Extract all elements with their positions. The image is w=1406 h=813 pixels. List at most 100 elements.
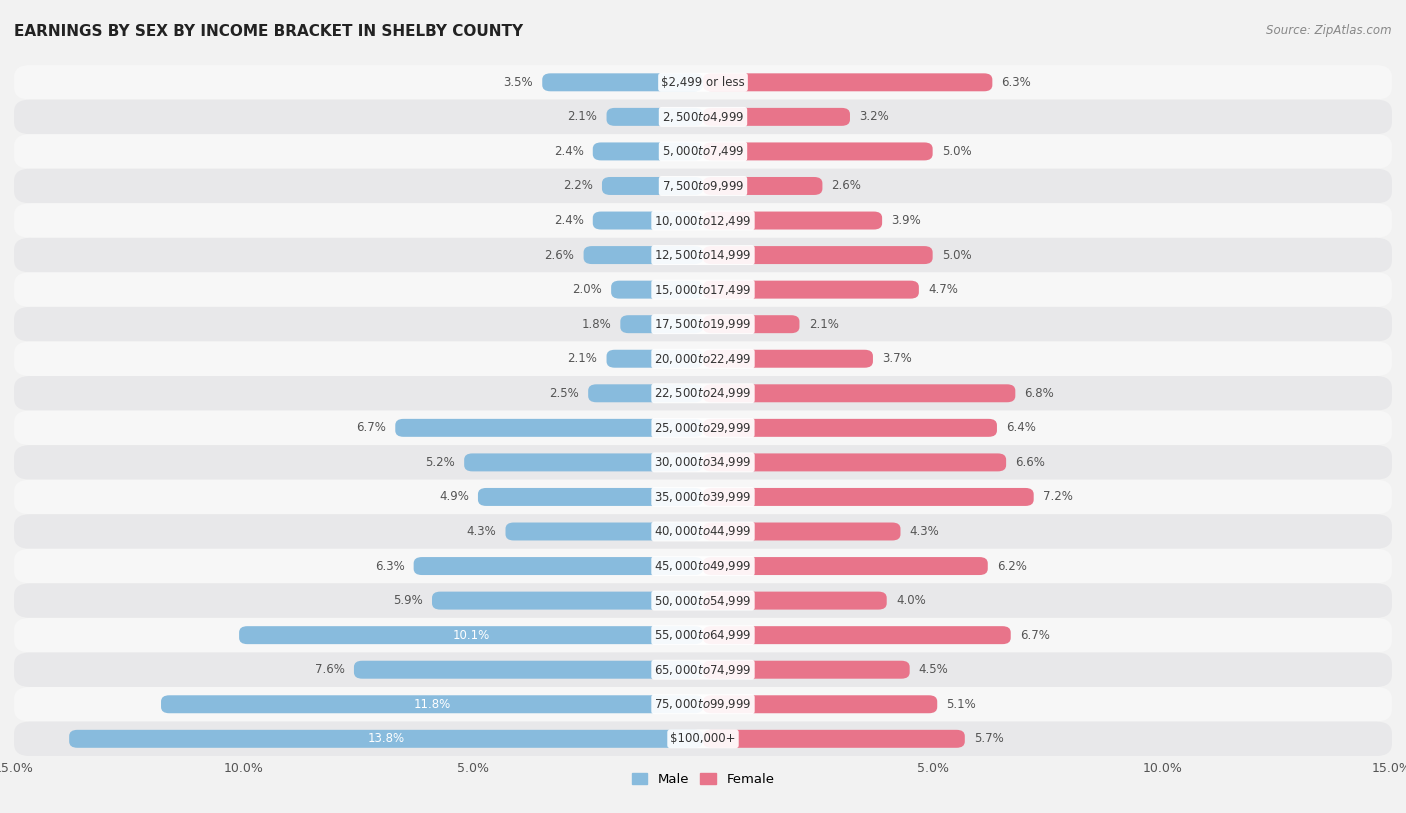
Text: $15,000 to $17,499: $15,000 to $17,499 [654, 283, 752, 297]
Text: 4.3%: 4.3% [467, 525, 496, 538]
Text: $10,000 to $12,499: $10,000 to $12,499 [654, 214, 752, 228]
FancyBboxPatch shape [703, 315, 800, 333]
FancyBboxPatch shape [620, 315, 703, 333]
FancyBboxPatch shape [14, 65, 1392, 99]
FancyBboxPatch shape [239, 626, 703, 644]
Text: $2,500 to $4,999: $2,500 to $4,999 [662, 110, 744, 124]
Text: 2.1%: 2.1% [568, 352, 598, 365]
Text: 4.9%: 4.9% [439, 490, 468, 503]
FancyBboxPatch shape [14, 411, 1392, 446]
Text: 2.6%: 2.6% [544, 249, 575, 262]
Text: 4.5%: 4.5% [920, 663, 949, 676]
FancyBboxPatch shape [506, 523, 703, 541]
Text: 5.0%: 5.0% [942, 145, 972, 158]
Legend: Male, Female: Male, Female [626, 767, 780, 791]
Text: 4.7%: 4.7% [928, 283, 957, 296]
Text: EARNINGS BY SEX BY INCOME BRACKET IN SHELBY COUNTY: EARNINGS BY SEX BY INCOME BRACKET IN SHE… [14, 24, 523, 39]
Text: 10.1%: 10.1% [453, 628, 489, 641]
FancyBboxPatch shape [69, 730, 703, 748]
Text: $17,500 to $19,999: $17,500 to $19,999 [654, 317, 752, 331]
Text: 6.7%: 6.7% [356, 421, 387, 434]
FancyBboxPatch shape [14, 169, 1392, 203]
FancyBboxPatch shape [14, 480, 1392, 515]
FancyBboxPatch shape [593, 142, 703, 160]
Text: 5.2%: 5.2% [425, 456, 456, 469]
Text: 3.5%: 3.5% [503, 76, 533, 89]
FancyBboxPatch shape [14, 307, 1392, 341]
Text: 6.7%: 6.7% [1019, 628, 1050, 641]
FancyBboxPatch shape [14, 376, 1392, 411]
Text: 5.9%: 5.9% [394, 594, 423, 607]
FancyBboxPatch shape [14, 446, 1392, 480]
Text: 13.8%: 13.8% [367, 733, 405, 746]
FancyBboxPatch shape [14, 237, 1392, 272]
FancyBboxPatch shape [703, 350, 873, 367]
Text: $40,000 to $44,999: $40,000 to $44,999 [654, 524, 752, 538]
Text: $5,000 to $7,499: $5,000 to $7,499 [662, 145, 744, 159]
Text: 6.8%: 6.8% [1025, 387, 1054, 400]
FancyBboxPatch shape [703, 142, 932, 160]
FancyBboxPatch shape [703, 211, 882, 229]
Text: $50,000 to $54,999: $50,000 to $54,999 [654, 593, 752, 607]
Text: $30,000 to $34,999: $30,000 to $34,999 [654, 455, 752, 469]
Text: 2.1%: 2.1% [568, 111, 598, 124]
FancyBboxPatch shape [395, 419, 703, 437]
Text: 6.3%: 6.3% [375, 559, 405, 572]
Text: $65,000 to $74,999: $65,000 to $74,999 [654, 663, 752, 676]
FancyBboxPatch shape [413, 557, 703, 575]
Text: $35,000 to $39,999: $35,000 to $39,999 [654, 490, 752, 504]
FancyBboxPatch shape [606, 108, 703, 126]
Text: $55,000 to $64,999: $55,000 to $64,999 [654, 628, 752, 642]
FancyBboxPatch shape [593, 211, 703, 229]
FancyBboxPatch shape [14, 134, 1392, 169]
Text: $20,000 to $22,499: $20,000 to $22,499 [654, 352, 752, 366]
Text: 2.1%: 2.1% [808, 318, 838, 331]
Text: 2.5%: 2.5% [550, 387, 579, 400]
Text: $45,000 to $49,999: $45,000 to $49,999 [654, 559, 752, 573]
FancyBboxPatch shape [703, 626, 1011, 644]
FancyBboxPatch shape [703, 246, 932, 264]
Text: $7,500 to $9,999: $7,500 to $9,999 [662, 179, 744, 193]
FancyBboxPatch shape [14, 272, 1392, 307]
FancyBboxPatch shape [703, 557, 988, 575]
FancyBboxPatch shape [703, 177, 823, 195]
FancyBboxPatch shape [14, 341, 1392, 376]
FancyBboxPatch shape [602, 177, 703, 195]
Text: 2.4%: 2.4% [554, 214, 583, 227]
FancyBboxPatch shape [703, 730, 965, 748]
FancyBboxPatch shape [703, 385, 1015, 402]
FancyBboxPatch shape [703, 280, 920, 298]
FancyBboxPatch shape [14, 722, 1392, 756]
FancyBboxPatch shape [703, 454, 1007, 472]
Text: $2,499 or less: $2,499 or less [661, 76, 745, 89]
FancyBboxPatch shape [703, 523, 900, 541]
Text: 2.0%: 2.0% [572, 283, 602, 296]
FancyBboxPatch shape [14, 99, 1392, 134]
FancyBboxPatch shape [14, 652, 1392, 687]
Text: $22,500 to $24,999: $22,500 to $24,999 [654, 386, 752, 400]
FancyBboxPatch shape [588, 385, 703, 402]
Text: 5.1%: 5.1% [946, 698, 976, 711]
FancyBboxPatch shape [478, 488, 703, 506]
FancyBboxPatch shape [14, 618, 1392, 652]
FancyBboxPatch shape [432, 592, 703, 610]
Text: 4.0%: 4.0% [896, 594, 925, 607]
FancyBboxPatch shape [14, 203, 1392, 237]
FancyBboxPatch shape [703, 73, 993, 91]
Text: 6.3%: 6.3% [1001, 76, 1031, 89]
Text: $25,000 to $29,999: $25,000 to $29,999 [654, 421, 752, 435]
Text: 5.0%: 5.0% [942, 249, 972, 262]
FancyBboxPatch shape [703, 592, 887, 610]
Text: 3.7%: 3.7% [882, 352, 912, 365]
FancyBboxPatch shape [464, 454, 703, 472]
Text: 7.2%: 7.2% [1043, 490, 1073, 503]
FancyBboxPatch shape [583, 246, 703, 264]
FancyBboxPatch shape [612, 280, 703, 298]
Text: 1.8%: 1.8% [582, 318, 612, 331]
FancyBboxPatch shape [14, 584, 1392, 618]
Text: 6.6%: 6.6% [1015, 456, 1045, 469]
FancyBboxPatch shape [14, 549, 1392, 584]
Text: $75,000 to $99,999: $75,000 to $99,999 [654, 698, 752, 711]
Text: 3.9%: 3.9% [891, 214, 921, 227]
Text: 7.6%: 7.6% [315, 663, 344, 676]
